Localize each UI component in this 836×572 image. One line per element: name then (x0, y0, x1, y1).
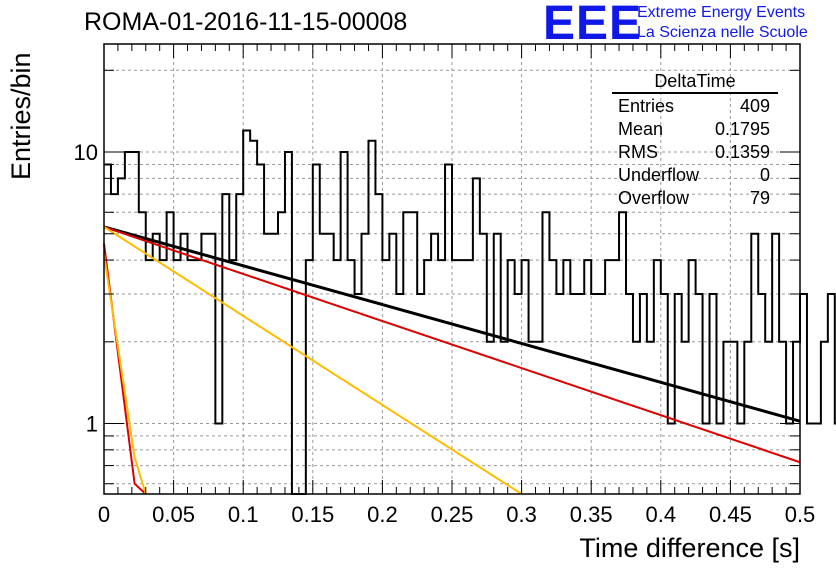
stats-label: Mean (618, 119, 664, 139)
stats-row-rms: RMS 0.1359 (612, 141, 778, 164)
stats-row-underflow: Underflow 0 (612, 164, 778, 187)
stats-title: DeltaTime (612, 70, 778, 94)
eee-logo: EEE (543, 0, 643, 50)
fit-line-2 (103, 226, 523, 495)
fit-line-4 (103, 254, 147, 495)
y-tick-label: 1 (86, 412, 98, 437)
y-axis-label: Entries/bin (6, 52, 36, 180)
y-tick-label: 10 (74, 140, 98, 165)
fit-line-3 (103, 243, 147, 495)
stats-value: 0.1795 (714, 119, 770, 139)
stats-value: 409 (739, 96, 770, 116)
stats-value: 0.1359 (714, 142, 770, 162)
x-tick-label: 0.45 (709, 502, 752, 527)
x-tick-label: 0.05 (152, 502, 195, 527)
fit-line-0 (103, 225, 801, 423)
logo-subtitle-2: La Scienza nelle Scuole (637, 24, 808, 41)
stats-row-mean: Mean 0.1795 (612, 118, 778, 141)
stats-row-entries: Entries 409 (612, 95, 778, 118)
stats-value: 0 (759, 165, 770, 185)
x-tick-label: 0.3 (506, 502, 537, 527)
stats-label: Entries (618, 96, 675, 116)
stats-box: DeltaTime Entries 409 Mean 0.1795 RMS 0.… (612, 70, 778, 210)
x-tick-label: 0.15 (291, 502, 334, 527)
x-axis-label: Time difference [s] (579, 533, 800, 563)
stats-label: Overflow (618, 188, 690, 208)
chart-title: ROMA-01-2016-11-15-00008 (84, 8, 408, 36)
stats-label: RMS (618, 142, 658, 162)
stats-row-overflow: Overflow 79 (612, 187, 778, 210)
x-tick-label: 0.35 (570, 502, 613, 527)
logo-subtitle-1: Extreme Energy Events (637, 4, 806, 21)
x-tick-label: 0.1 (228, 502, 259, 527)
x-tick-label: 0.25 (431, 502, 474, 527)
stats-label: Underflow (618, 165, 700, 185)
x-tick-label: 0.2 (367, 502, 398, 527)
fit-line-1 (103, 225, 801, 464)
x-tick-label: 0.5 (785, 502, 816, 527)
x-tick-label: 0.4 (646, 502, 677, 527)
stats-value: 79 (749, 188, 770, 208)
x-tick-label: 0 (98, 502, 110, 527)
histogram-series (104, 129, 836, 495)
